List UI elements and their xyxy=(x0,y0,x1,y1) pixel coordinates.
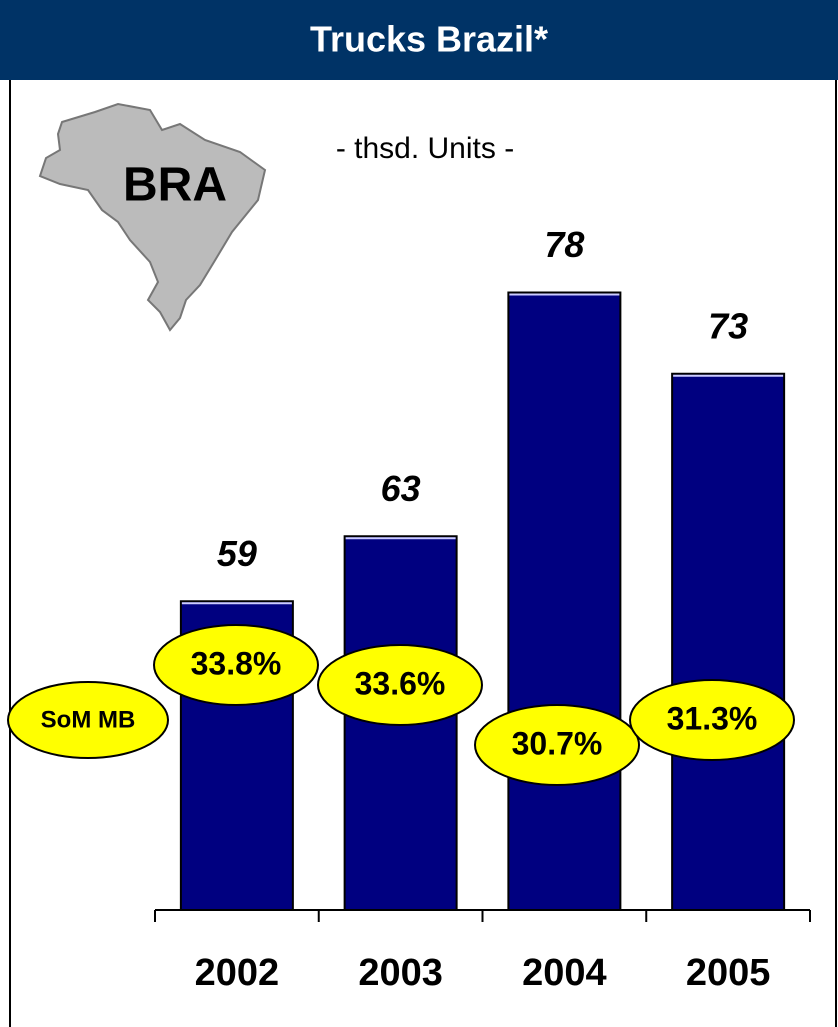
value-label: 78 xyxy=(544,224,584,265)
x-tick-label: 2004 xyxy=(522,952,607,994)
chart-title: Trucks Brazil* xyxy=(310,19,548,60)
bar xyxy=(671,372,786,911)
share-label: 31.3% xyxy=(667,700,758,736)
share-label: 30.7% xyxy=(512,725,603,761)
share-ellipse xyxy=(317,644,483,726)
header-band xyxy=(0,0,838,80)
share-legend-label: SoM MB xyxy=(41,706,136,733)
map-label: BRA xyxy=(123,159,227,212)
value-label: 59 xyxy=(217,533,257,574)
share-ellipse xyxy=(474,704,640,786)
share-ellipse xyxy=(629,679,795,761)
share-legend-ellipse xyxy=(7,681,169,759)
brazil-map xyxy=(38,102,267,332)
x-tick-label: 2002 xyxy=(195,952,280,994)
value-label: 63 xyxy=(381,468,421,509)
share-ellipse xyxy=(153,624,319,706)
share-label: 33.8% xyxy=(191,645,282,681)
bar xyxy=(507,291,622,911)
x-tick-label: 2005 xyxy=(686,952,771,994)
x-tick-label: 2003 xyxy=(358,952,443,994)
subtitle: - thsd. Units - xyxy=(336,132,514,165)
value-label: 73 xyxy=(708,305,748,346)
share-label: 33.6% xyxy=(355,665,446,701)
